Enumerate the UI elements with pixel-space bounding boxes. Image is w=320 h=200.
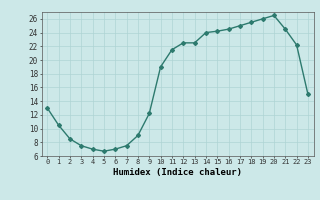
X-axis label: Humidex (Indice chaleur): Humidex (Indice chaleur) [113, 168, 242, 177]
